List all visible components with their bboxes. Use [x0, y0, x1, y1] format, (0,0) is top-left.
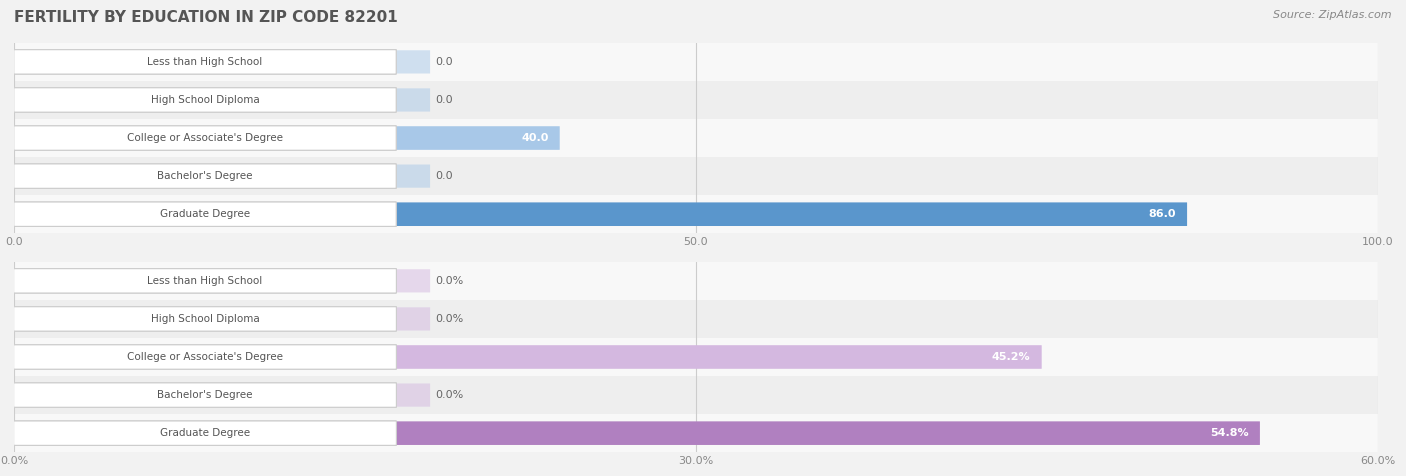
- FancyBboxPatch shape: [14, 88, 396, 112]
- FancyBboxPatch shape: [14, 421, 1260, 445]
- FancyBboxPatch shape: [14, 345, 396, 369]
- FancyBboxPatch shape: [14, 165, 430, 188]
- Text: High School Diploma: High School Diploma: [150, 314, 259, 324]
- Bar: [14, 414, 1378, 452]
- Text: College or Associate's Degree: College or Associate's Degree: [127, 133, 283, 143]
- FancyBboxPatch shape: [14, 345, 396, 369]
- Text: FERTILITY BY EDUCATION IN ZIP CODE 82201: FERTILITY BY EDUCATION IN ZIP CODE 82201: [14, 10, 398, 25]
- Text: Graduate Degree: Graduate Degree: [160, 428, 250, 438]
- Text: College or Associate's Degree: College or Associate's Degree: [127, 352, 283, 362]
- Text: 0.0%: 0.0%: [436, 390, 464, 400]
- Text: Bachelor's Degree: Bachelor's Degree: [157, 171, 253, 181]
- FancyBboxPatch shape: [14, 384, 430, 407]
- FancyBboxPatch shape: [14, 421, 396, 446]
- Text: High School Diploma: High School Diploma: [150, 95, 259, 105]
- Text: 0.0%: 0.0%: [436, 276, 464, 286]
- Text: Less than High School: Less than High School: [148, 276, 263, 286]
- Text: Bachelor's Degree: Bachelor's Degree: [157, 390, 253, 400]
- Text: Less than High School: Less than High School: [148, 276, 263, 286]
- Bar: [14, 338, 1378, 376]
- FancyBboxPatch shape: [14, 307, 396, 331]
- Text: College or Associate's Degree: College or Associate's Degree: [127, 133, 283, 143]
- FancyBboxPatch shape: [14, 383, 396, 407]
- FancyBboxPatch shape: [14, 268, 396, 293]
- FancyBboxPatch shape: [14, 307, 396, 331]
- Text: Graduate Degree: Graduate Degree: [160, 209, 250, 219]
- Text: 86.0: 86.0: [1149, 209, 1175, 219]
- FancyBboxPatch shape: [14, 383, 396, 407]
- Bar: [14, 119, 1378, 157]
- Text: Bachelor's Degree: Bachelor's Degree: [157, 390, 253, 400]
- FancyBboxPatch shape: [14, 88, 396, 112]
- FancyBboxPatch shape: [14, 345, 1042, 369]
- Text: Source: ZipAtlas.com: Source: ZipAtlas.com: [1274, 10, 1392, 20]
- FancyBboxPatch shape: [14, 202, 396, 227]
- FancyBboxPatch shape: [14, 126, 560, 150]
- Text: 54.8%: 54.8%: [1211, 428, 1249, 438]
- FancyBboxPatch shape: [14, 421, 396, 446]
- FancyBboxPatch shape: [14, 50, 430, 73]
- Text: Graduate Degree: Graduate Degree: [160, 428, 250, 438]
- Text: 0.0: 0.0: [436, 57, 453, 67]
- Text: 0.0: 0.0: [436, 171, 453, 181]
- Text: 0.0: 0.0: [436, 95, 453, 105]
- Text: 40.0: 40.0: [522, 133, 548, 143]
- FancyBboxPatch shape: [14, 50, 396, 74]
- Bar: [14, 300, 1378, 338]
- FancyBboxPatch shape: [14, 268, 396, 293]
- FancyBboxPatch shape: [14, 126, 396, 150]
- Bar: [14, 262, 1378, 300]
- Text: Graduate Degree: Graduate Degree: [160, 209, 250, 219]
- Text: 45.2%: 45.2%: [993, 352, 1031, 362]
- Text: Bachelor's Degree: Bachelor's Degree: [157, 171, 253, 181]
- FancyBboxPatch shape: [14, 164, 396, 188]
- Bar: [14, 157, 1378, 195]
- FancyBboxPatch shape: [14, 50, 396, 74]
- FancyBboxPatch shape: [14, 89, 430, 111]
- Text: High School Diploma: High School Diploma: [150, 314, 259, 324]
- Text: Less than High School: Less than High School: [148, 57, 263, 67]
- Bar: [14, 81, 1378, 119]
- FancyBboxPatch shape: [14, 307, 430, 330]
- Text: Less than High School: Less than High School: [148, 57, 263, 67]
- Text: High School Diploma: High School Diploma: [150, 95, 259, 105]
- Bar: [14, 195, 1378, 233]
- FancyBboxPatch shape: [14, 269, 430, 292]
- FancyBboxPatch shape: [14, 202, 396, 227]
- Bar: [14, 376, 1378, 414]
- Text: College or Associate's Degree: College or Associate's Degree: [127, 352, 283, 362]
- FancyBboxPatch shape: [14, 164, 396, 188]
- FancyBboxPatch shape: [14, 126, 396, 150]
- FancyBboxPatch shape: [14, 202, 1187, 226]
- Text: 0.0%: 0.0%: [436, 314, 464, 324]
- Bar: [14, 43, 1378, 81]
